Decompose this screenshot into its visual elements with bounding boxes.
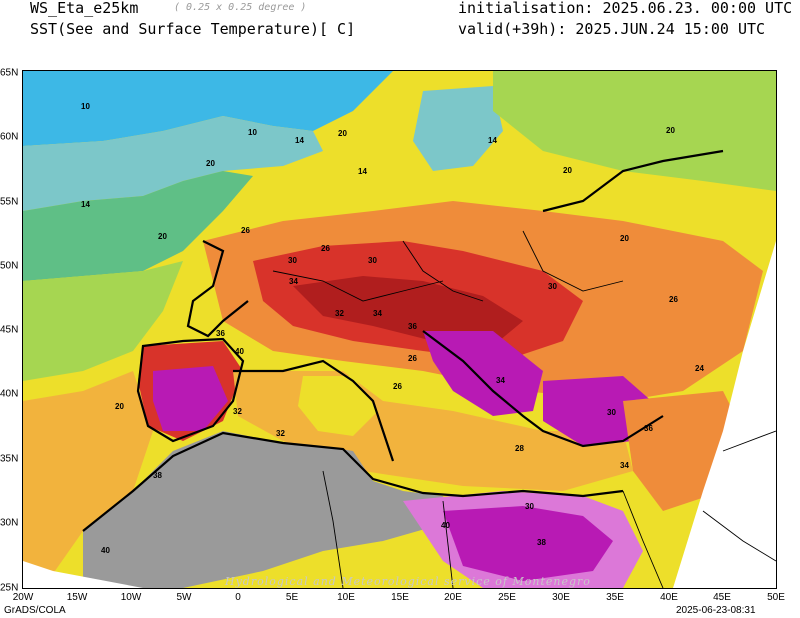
lat-label: 25N bbox=[0, 582, 19, 594]
lon-label: 40E bbox=[660, 592, 678, 603]
lon-label: 0 bbox=[235, 592, 241, 603]
sst-nodata-bottom bbox=[23, 561, 143, 588]
contour-label: 32 bbox=[233, 407, 242, 416]
valid-time: valid(+39h): 2025.JUN.24 15:00 UTC bbox=[458, 20, 766, 38]
sst-map: 10 10 14 14 14 14 20 20 20 20 20 20 20 2… bbox=[23, 71, 776, 588]
lon-label: 5W bbox=[176, 592, 192, 603]
contour-label: 34 bbox=[496, 376, 505, 385]
sst-baltic-cool bbox=[413, 86, 503, 171]
contour-label: 40 bbox=[235, 347, 244, 356]
contour-label: 28 bbox=[515, 444, 524, 453]
contour-label: 20 bbox=[338, 129, 347, 138]
model-name: WS_Eta_e25km bbox=[30, 0, 139, 17]
lat-label: 60N bbox=[0, 131, 19, 143]
contour-label: 38 bbox=[537, 538, 546, 547]
sst-africa-magenta bbox=[443, 506, 613, 581]
contour-label: 20 bbox=[666, 126, 675, 135]
contour-label: 26 bbox=[393, 382, 402, 391]
contour-label: 40 bbox=[101, 546, 110, 555]
grid-resolution: ( 0.25 x 0.25 degree ) bbox=[174, 2, 307, 13]
contour-label-group: 10 10 14 14 14 14 20 20 20 20 20 20 20 2… bbox=[81, 102, 704, 555]
lon-label: 30E bbox=[552, 592, 570, 603]
sst-nodata-east bbox=[673, 241, 776, 588]
sst-band-lime bbox=[23, 261, 183, 381]
country-borders bbox=[272, 230, 776, 588]
contour-label: 26 bbox=[408, 354, 417, 363]
sst-mediterranean-yellow bbox=[298, 376, 378, 436]
lat-label: 40N bbox=[0, 388, 19, 400]
contour-label: 34 bbox=[373, 309, 382, 318]
lon-label: 15E bbox=[391, 592, 409, 603]
lat-label: 35N bbox=[0, 453, 19, 465]
initialisation-time: initialisation: 2025.06.23. 00:00 UTC bbox=[458, 0, 793, 17]
sst-north-east-lime bbox=[493, 71, 776, 191]
contour-label: 36 bbox=[216, 329, 225, 338]
lat-label: 55N bbox=[0, 196, 19, 208]
contour-label: 20 bbox=[115, 402, 124, 411]
contour-label: 10 bbox=[248, 128, 257, 137]
lon-label: 20W bbox=[12, 592, 34, 603]
contour-label: 20 bbox=[206, 159, 215, 168]
sst-iberia-magenta bbox=[153, 366, 228, 431]
watermark-text: Hydrological and Meteorological service … bbox=[225, 575, 591, 588]
contour-label: 32 bbox=[276, 429, 285, 438]
sst-band-cool bbox=[23, 116, 323, 211]
sst-field-svg: 10 10 14 14 14 14 20 20 20 20 20 20 20 2… bbox=[23, 71, 776, 588]
lon-label: 35E bbox=[606, 592, 624, 603]
contour-label: 30 bbox=[288, 256, 297, 265]
lat-label: 45N bbox=[0, 324, 19, 336]
contour-label: 14 bbox=[81, 200, 90, 209]
lon-label: 20E bbox=[444, 592, 462, 603]
contour-label: 32 bbox=[335, 309, 344, 318]
contour-label: 14 bbox=[488, 136, 497, 145]
sst-africa-land bbox=[83, 431, 453, 588]
parameter-title: SST(See and Surface Temperature)[ C] bbox=[30, 20, 356, 38]
contour-label: 26 bbox=[241, 226, 250, 235]
sst-land-darkred bbox=[293, 276, 523, 346]
lat-label: 30N bbox=[0, 517, 19, 529]
lon-label: 5E bbox=[285, 592, 299, 603]
lon-label: 15W bbox=[66, 592, 88, 603]
contour-label: 26 bbox=[321, 244, 330, 253]
sst-band-cold bbox=[23, 71, 393, 146]
contour-label: 10 bbox=[81, 102, 90, 111]
sst-band-mild bbox=[23, 171, 253, 281]
contour-label: 30 bbox=[368, 256, 377, 265]
contour-label: 20 bbox=[158, 232, 167, 241]
contour-label: 38 bbox=[153, 471, 162, 480]
contour-label: 24 bbox=[695, 364, 704, 373]
lon-label: 50E bbox=[767, 592, 785, 603]
lon-label: 10E bbox=[337, 592, 355, 603]
contour-label: 20 bbox=[620, 234, 629, 243]
contour-label: 40 bbox=[441, 521, 450, 530]
contour-label: 30 bbox=[525, 502, 534, 511]
contour-label: 26 bbox=[669, 295, 678, 304]
contour-label: 30 bbox=[607, 408, 616, 417]
lat-label: 50N bbox=[0, 260, 19, 272]
contour-label: 34 bbox=[289, 277, 298, 286]
software-credit: GrADS/COLA bbox=[4, 605, 66, 616]
contour-label: 30 bbox=[548, 282, 557, 291]
contour-label: 20 bbox=[563, 166, 572, 175]
sst-south-atlantic-orange bbox=[23, 371, 153, 588]
contour-label: 34 bbox=[620, 461, 629, 470]
contour-label: 14 bbox=[358, 167, 367, 176]
contour-label: 36 bbox=[408, 322, 417, 331]
lat-label: 65N bbox=[0, 67, 19, 79]
coastlines bbox=[82, 149, 724, 532]
contour-label: 36 bbox=[644, 424, 653, 433]
lon-label: 25E bbox=[498, 592, 516, 603]
lon-label: 10W bbox=[120, 592, 142, 603]
contour-label: 14 bbox=[295, 136, 304, 145]
generated-timestamp: 2025-06-23-08:31 bbox=[676, 605, 756, 616]
lon-label: 45E bbox=[713, 592, 731, 603]
